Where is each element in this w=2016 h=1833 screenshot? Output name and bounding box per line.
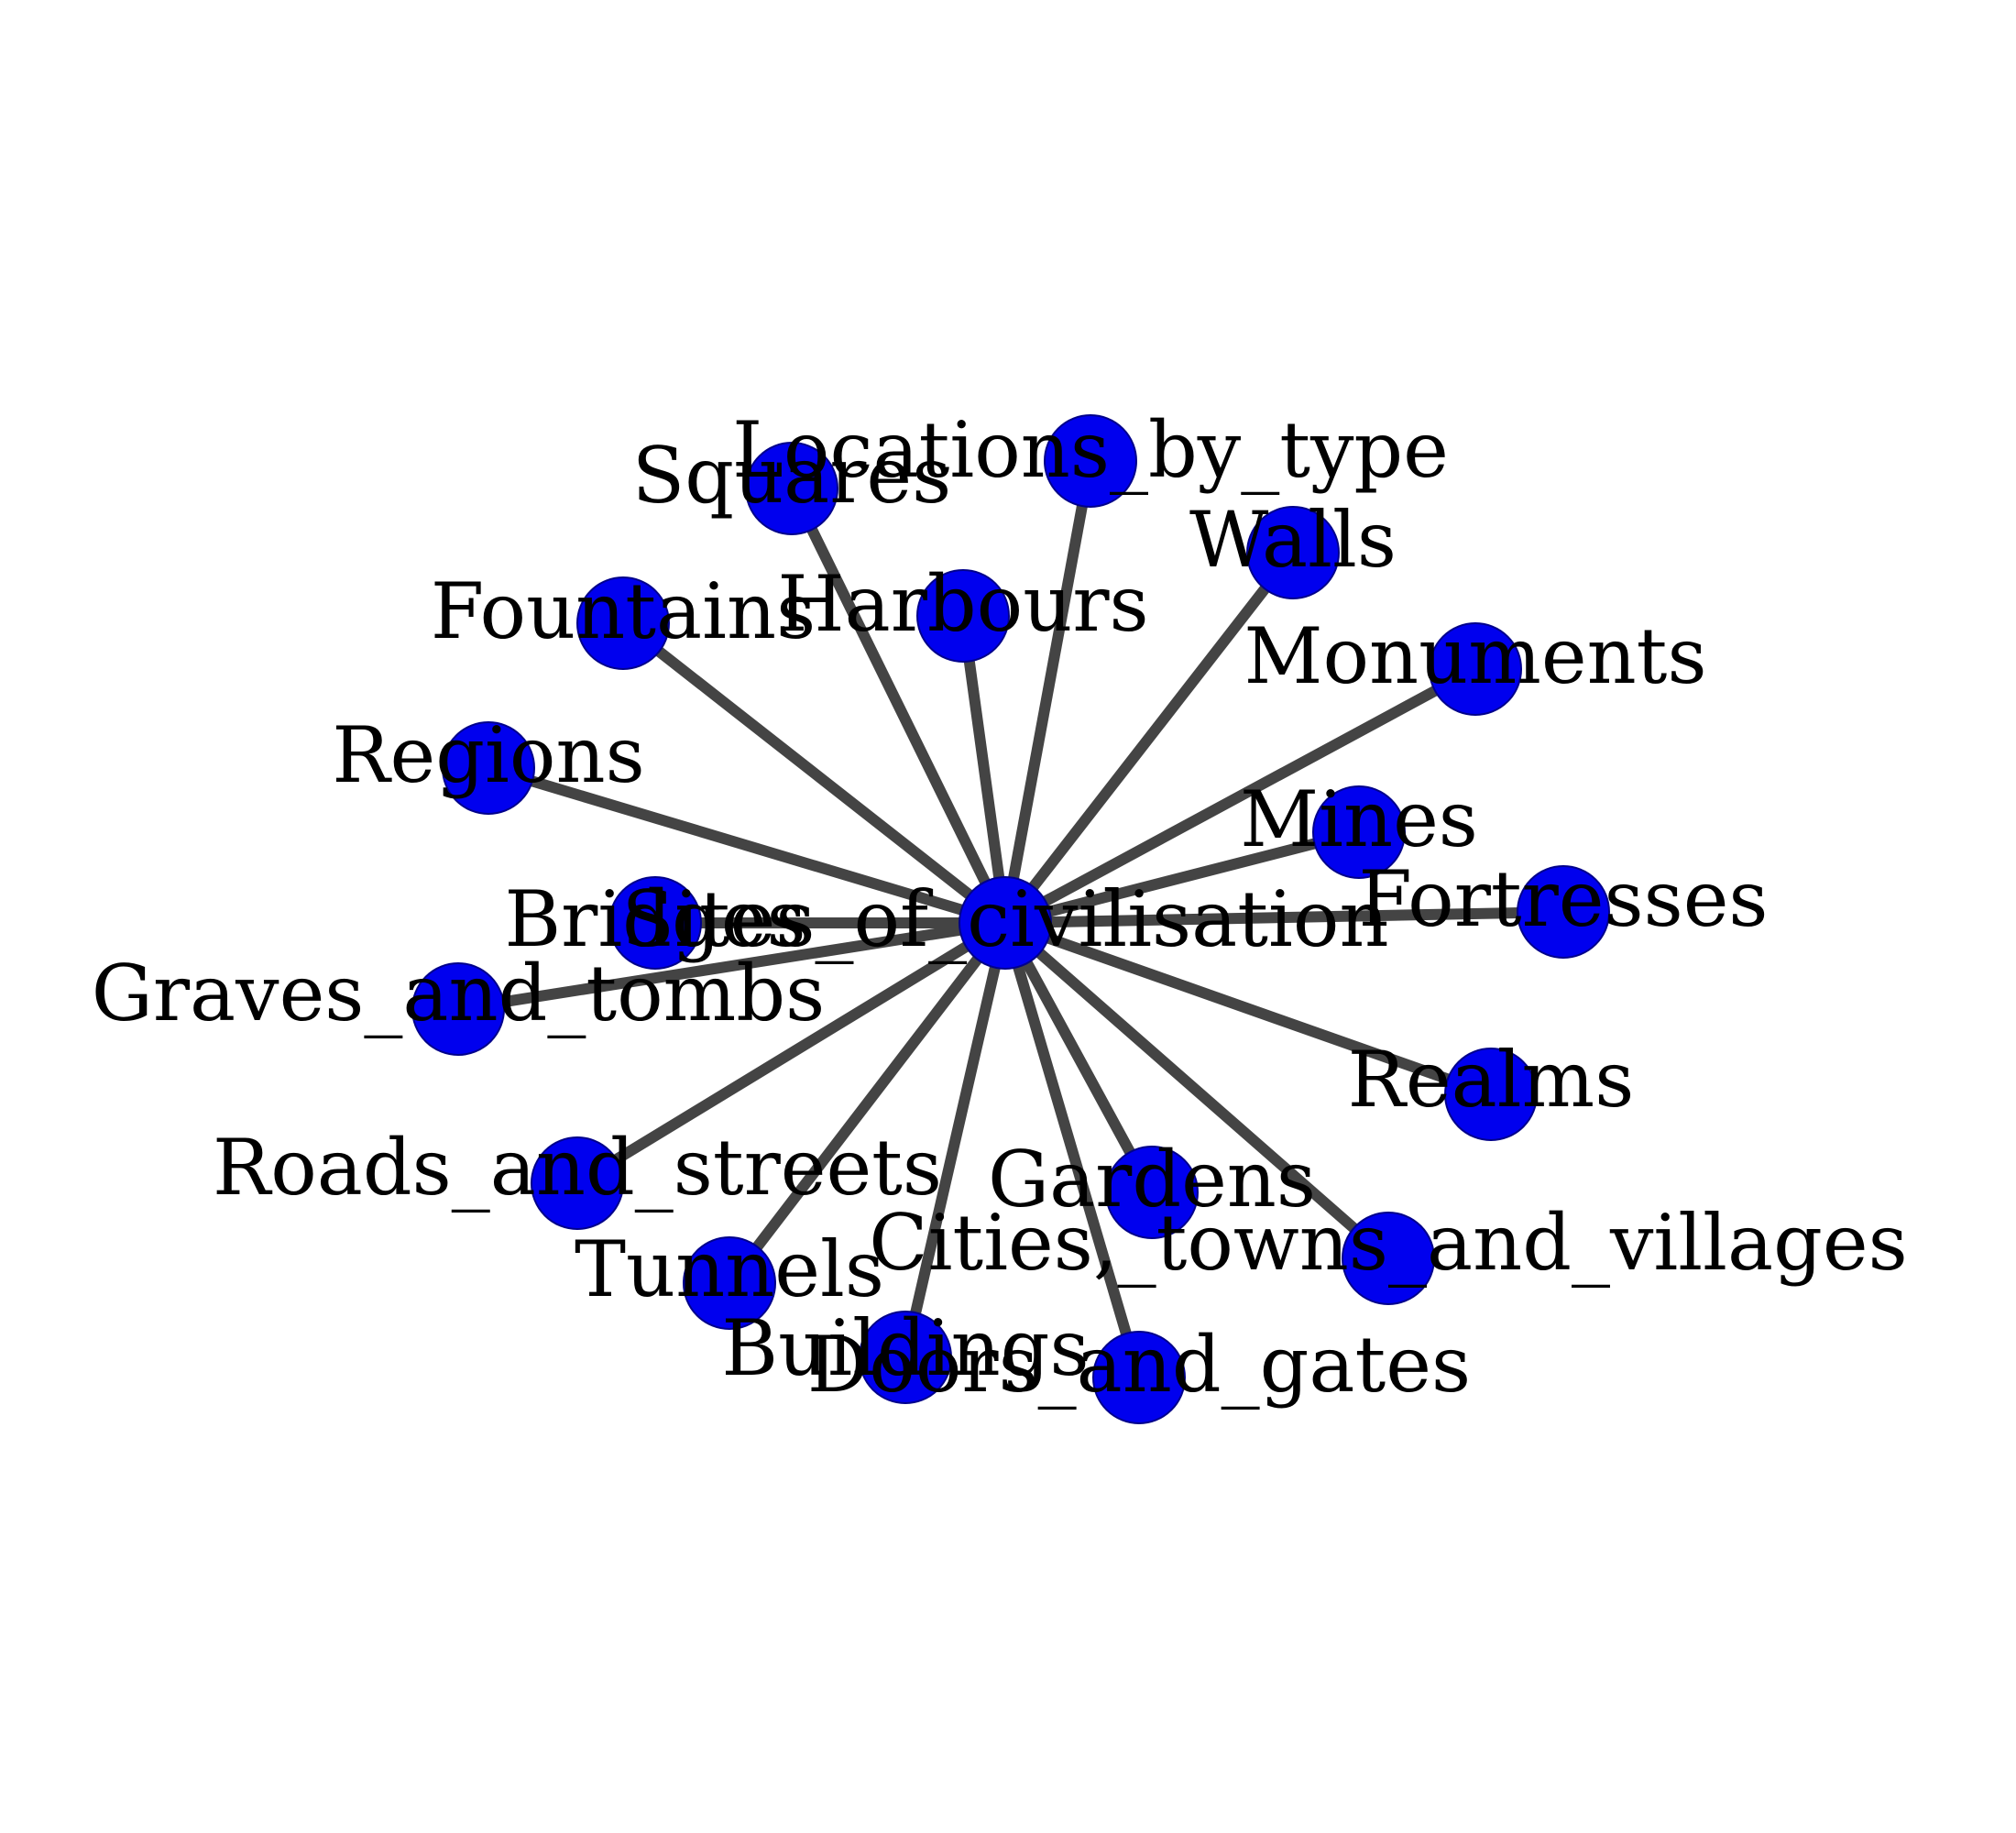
edge-locations	[1000, 459, 1096, 925]
label-locations: Locations_by_type	[732, 405, 1449, 495]
edge-walls	[1001, 549, 1298, 927]
edge-monuments	[1003, 664, 1478, 928]
node-sites	[959, 876, 1052, 970]
node-doors	[1092, 1331, 1186, 1424]
edge-gardens	[1000, 920, 1157, 1195]
label-fortresses: Fortresses	[1358, 854, 1768, 944]
label-sites: Sites_of_civilisation	[621, 874, 1388, 964]
node-gardens	[1105, 1146, 1199, 1239]
node-cities	[1342, 1212, 1435, 1305]
label-buildings: Buildings	[721, 1303, 1089, 1393]
node-fountains	[576, 576, 670, 670]
edges-layer	[457, 459, 1564, 1379]
label-walls: Walls	[1189, 495, 1397, 585]
edge-fortresses	[1004, 906, 1564, 928]
node-squares	[745, 442, 838, 535]
label-squares: Squares	[632, 431, 951, 521]
edge-doors	[1000, 921, 1145, 1379]
edge-harbours	[958, 615, 1011, 924]
node-bridges	[608, 876, 702, 970]
edge-realms	[1003, 917, 1493, 1100]
edge-cities	[1002, 918, 1392, 1263]
node-roads	[531, 1136, 624, 1230]
edge-graves	[457, 917, 1006, 1015]
node-regions	[442, 721, 535, 815]
edge-squares	[786, 486, 1011, 926]
node-walls	[1246, 506, 1340, 599]
edge-buildings	[900, 921, 1011, 1359]
label-regions: Regions	[332, 710, 644, 800]
node-buildings	[859, 1311, 952, 1404]
label-mines: Mines	[1240, 774, 1478, 864]
node-monuments	[1429, 622, 1522, 716]
nodes-layer	[411, 414, 1610, 1424]
edge-roads	[574, 917, 1009, 1189]
node-graves	[411, 962, 505, 1056]
label-tunnels: Tunnels	[575, 1224, 884, 1314]
label-harbours: Harbours	[777, 559, 1148, 649]
node-tunnels	[683, 1236, 776, 1330]
node-realms	[1444, 1048, 1538, 1141]
node-fortresses	[1517, 865, 1610, 959]
label-graves: Graves_and_tombs	[92, 949, 825, 1038]
edge-fountains	[619, 619, 1009, 927]
label-roads: Roads_and_streets	[213, 1123, 942, 1213]
label-fountains: Fountains	[431, 566, 816, 656]
node-mines	[1312, 785, 1406, 879]
label-realms: Realms	[1348, 1035, 1635, 1125]
label-doors: Doors_and_gates	[807, 1320, 1471, 1410]
edge-mines	[1003, 827, 1361, 928]
edge-regions	[487, 763, 1007, 928]
label-monuments: Monuments	[1244, 611, 1706, 701]
edge-tunnels	[725, 919, 1010, 1287]
label-gardens: Gardens	[988, 1135, 1316, 1224]
label-bridges: Bridges	[504, 874, 805, 964]
label-cities: Cities,_towns_and_villages	[869, 1198, 1907, 1288]
node-locations	[1044, 414, 1137, 508]
node-harbours	[916, 569, 1010, 663]
